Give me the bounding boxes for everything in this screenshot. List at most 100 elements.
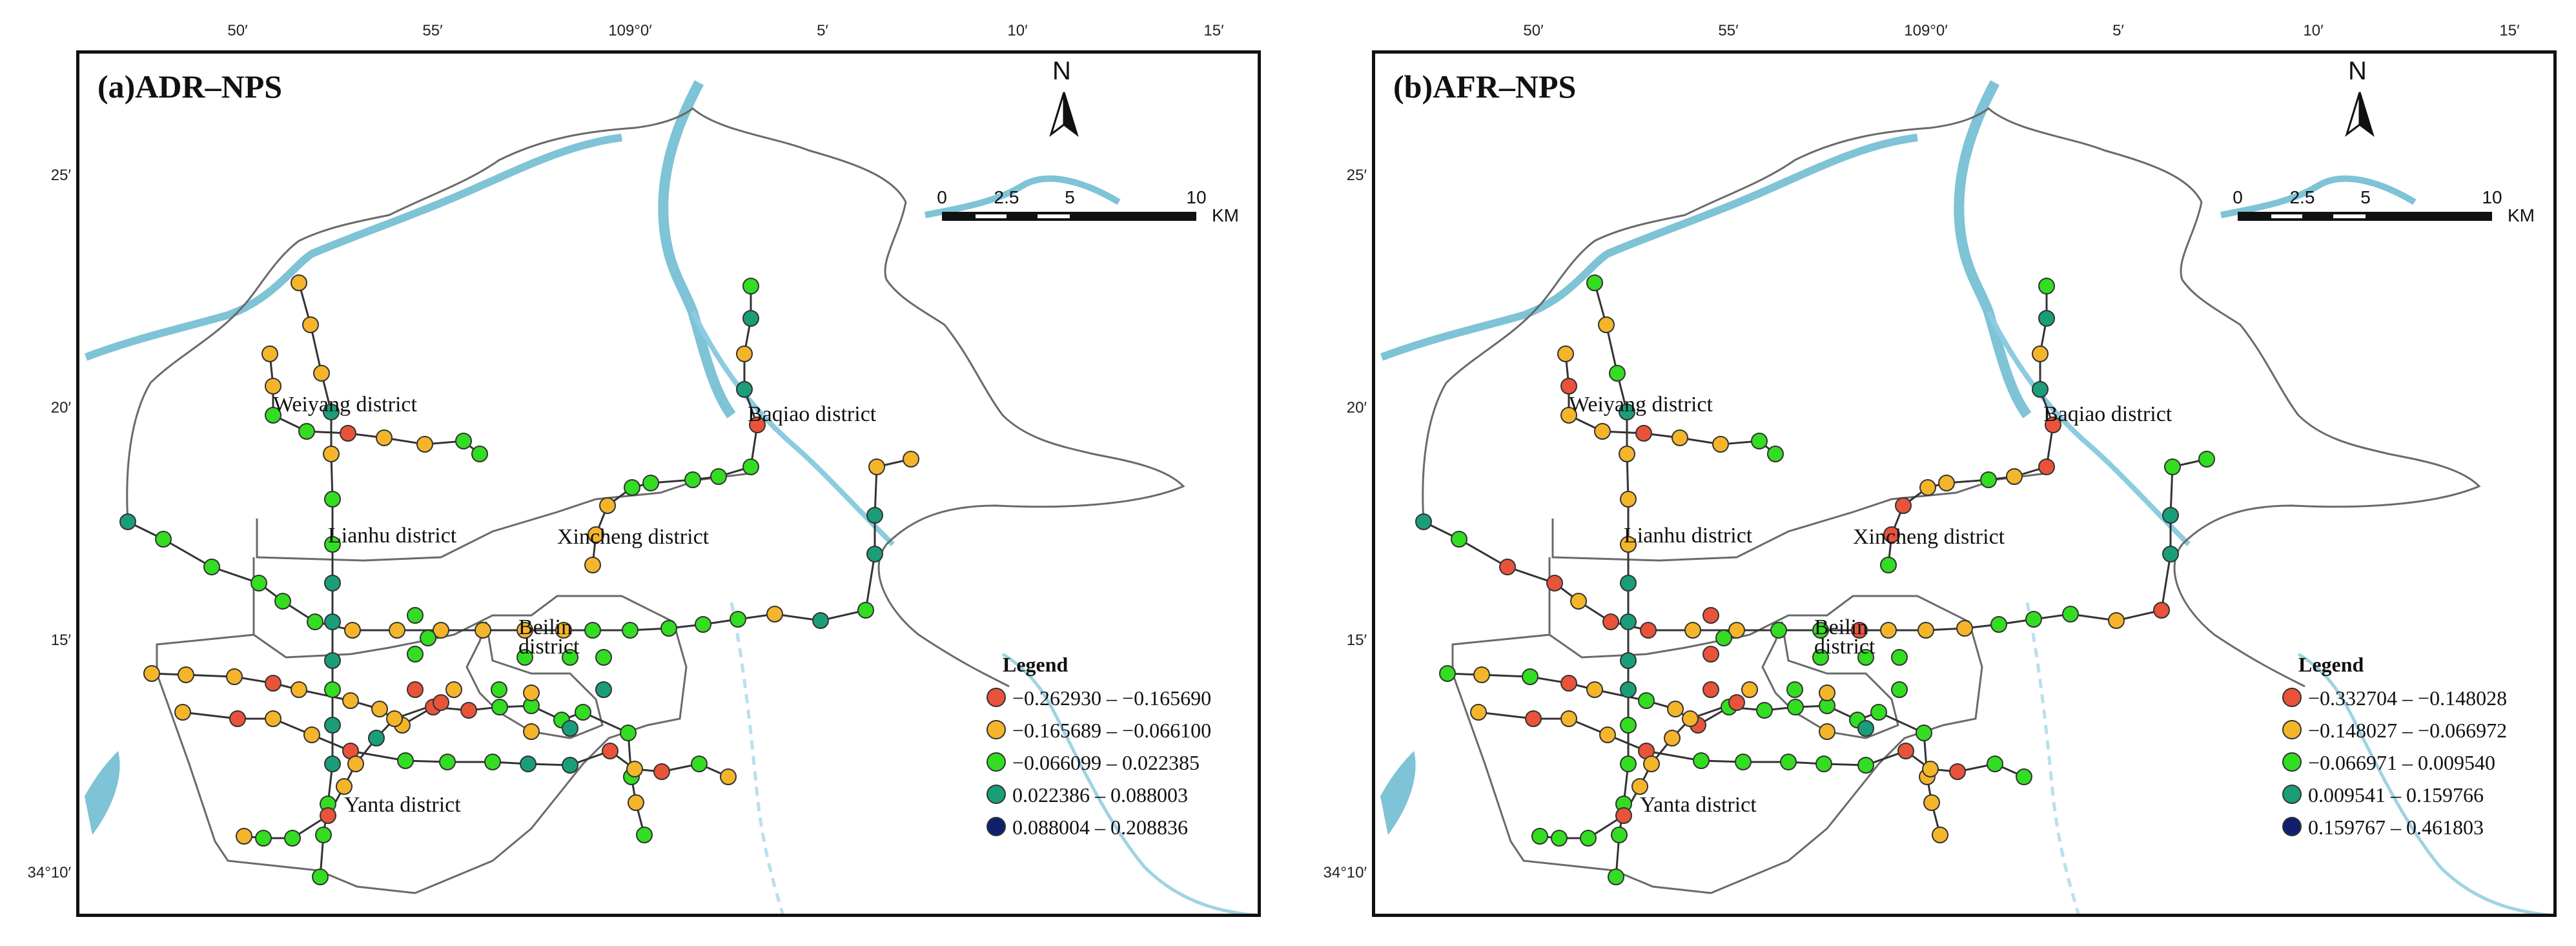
station-point bbox=[1620, 681, 1637, 698]
station-point bbox=[291, 681, 307, 698]
north-arrow-half bbox=[1063, 92, 1079, 137]
station-point bbox=[1891, 649, 1908, 666]
station-point bbox=[1987, 756, 2003, 772]
station-point bbox=[1770, 622, 1787, 639]
station-point bbox=[298, 423, 315, 440]
scale-label-2-5: 2.5 bbox=[994, 187, 1019, 207]
scale-unit: KM bbox=[1212, 205, 1239, 225]
station-point bbox=[265, 675, 281, 692]
station-point bbox=[1702, 681, 1719, 698]
district-label-beilin-2: district bbox=[1814, 635, 1876, 659]
station-point bbox=[1883, 526, 1900, 543]
station-point bbox=[439, 754, 456, 770]
station-point bbox=[695, 616, 711, 633]
legend-label: −0.148027 – −0.066972 bbox=[2308, 719, 2508, 742]
station-point bbox=[562, 757, 578, 774]
district-label-xincheng: Xincheng district bbox=[557, 525, 710, 549]
river bbox=[2297, 652, 2553, 914]
station-point bbox=[433, 694, 449, 711]
station-point bbox=[320, 807, 336, 824]
station-point bbox=[1631, 778, 1648, 795]
station-point bbox=[620, 725, 637, 741]
station-point bbox=[595, 681, 612, 698]
river bbox=[925, 175, 1121, 218]
station-point bbox=[1880, 557, 1897, 573]
legend-label: 0.159767 – 0.461803 bbox=[2308, 816, 2484, 839]
outer-boundary bbox=[126, 107, 1185, 688]
district-label-beilin: Beilin bbox=[518, 615, 573, 639]
station-point bbox=[324, 613, 341, 630]
station-point bbox=[1602, 613, 1619, 630]
scale-bar bbox=[942, 212, 1196, 221]
station-point bbox=[691, 756, 708, 772]
station-point bbox=[2162, 507, 2179, 524]
station-point bbox=[368, 730, 385, 746]
station-point bbox=[812, 612, 829, 629]
legend-swatch bbox=[2282, 785, 2302, 804]
scale-bar-segment bbox=[2271, 214, 2302, 218]
station-point bbox=[303, 726, 320, 743]
station-point bbox=[1767, 446, 1784, 462]
left-tick-label: 15′ bbox=[1346, 632, 1367, 649]
legend-swatch bbox=[986, 688, 1006, 707]
station-point bbox=[1857, 757, 1874, 774]
station-point bbox=[1735, 754, 1752, 770]
station-point bbox=[866, 507, 883, 524]
station-point bbox=[491, 699, 508, 715]
station-point bbox=[1638, 692, 1655, 709]
station-point bbox=[622, 622, 639, 639]
station-point bbox=[336, 778, 353, 795]
station-point bbox=[2198, 451, 2215, 468]
station-point bbox=[420, 630, 436, 646]
station-point bbox=[1615, 807, 1632, 824]
station-point bbox=[523, 723, 540, 740]
boundary bbox=[156, 557, 688, 894]
station-point bbox=[1870, 704, 1887, 721]
map-panel-b: (b)AFR–NPS Weiyang district Baqiao distr… bbox=[1372, 50, 2557, 917]
scale-label-0: 0 bbox=[2233, 187, 2243, 207]
station-point bbox=[1787, 699, 1804, 715]
legend-title: Legend bbox=[1003, 653, 1068, 676]
station-point bbox=[2108, 612, 2125, 629]
station-point bbox=[1980, 471, 1997, 488]
legend-label: −0.066099 – 0.022385 bbox=[1012, 751, 1200, 774]
boundary-layer bbox=[1422, 107, 2481, 894]
legend-swatch bbox=[2282, 688, 2302, 707]
district-label-lianhu: Lianhu district bbox=[1624, 524, 1753, 548]
station-point bbox=[1620, 652, 1637, 669]
station-point bbox=[736, 345, 753, 362]
boundary bbox=[465, 621, 604, 739]
boundary bbox=[1761, 621, 1899, 739]
legend-row-2: −0.148027 – −0.066972 bbox=[2282, 719, 2507, 743]
legend-label: 0.009541 – 0.159766 bbox=[2308, 783, 2484, 807]
scale-label-10: 10 bbox=[1186, 187, 1207, 207]
district-label-xincheng: Xincheng district bbox=[1853, 525, 2005, 549]
station-point bbox=[562, 720, 578, 737]
station-point bbox=[1473, 666, 1490, 683]
top-tick-label: 15′ bbox=[2499, 22, 2520, 39]
station-point bbox=[484, 754, 501, 770]
station-point bbox=[1684, 622, 1701, 639]
station-point bbox=[302, 316, 319, 333]
station-point bbox=[203, 559, 220, 575]
legend-row-1: −0.262930 – −0.165690 bbox=[986, 686, 1211, 710]
left-tick-label: 34°10′ bbox=[1323, 864, 1367, 881]
legend-swatch bbox=[986, 720, 1006, 739]
legend-label: −0.332704 – −0.148028 bbox=[2308, 686, 2508, 710]
station-point bbox=[628, 794, 644, 811]
station-point bbox=[2162, 546, 2179, 562]
station-point bbox=[642, 475, 659, 491]
station-point bbox=[742, 458, 759, 475]
station-point bbox=[1560, 710, 1577, 727]
station-point bbox=[1619, 446, 1635, 462]
station-point bbox=[2062, 606, 2079, 622]
station-point bbox=[1702, 646, 1719, 663]
station-point bbox=[313, 365, 330, 382]
station-point bbox=[857, 602, 874, 619]
station-point bbox=[261, 345, 278, 362]
station-point bbox=[602, 743, 618, 759]
station-point bbox=[599, 497, 616, 514]
river-layer bbox=[84, 80, 1258, 914]
top-tick-label: 15′ bbox=[1203, 22, 1224, 39]
river-layer bbox=[1380, 80, 2553, 914]
